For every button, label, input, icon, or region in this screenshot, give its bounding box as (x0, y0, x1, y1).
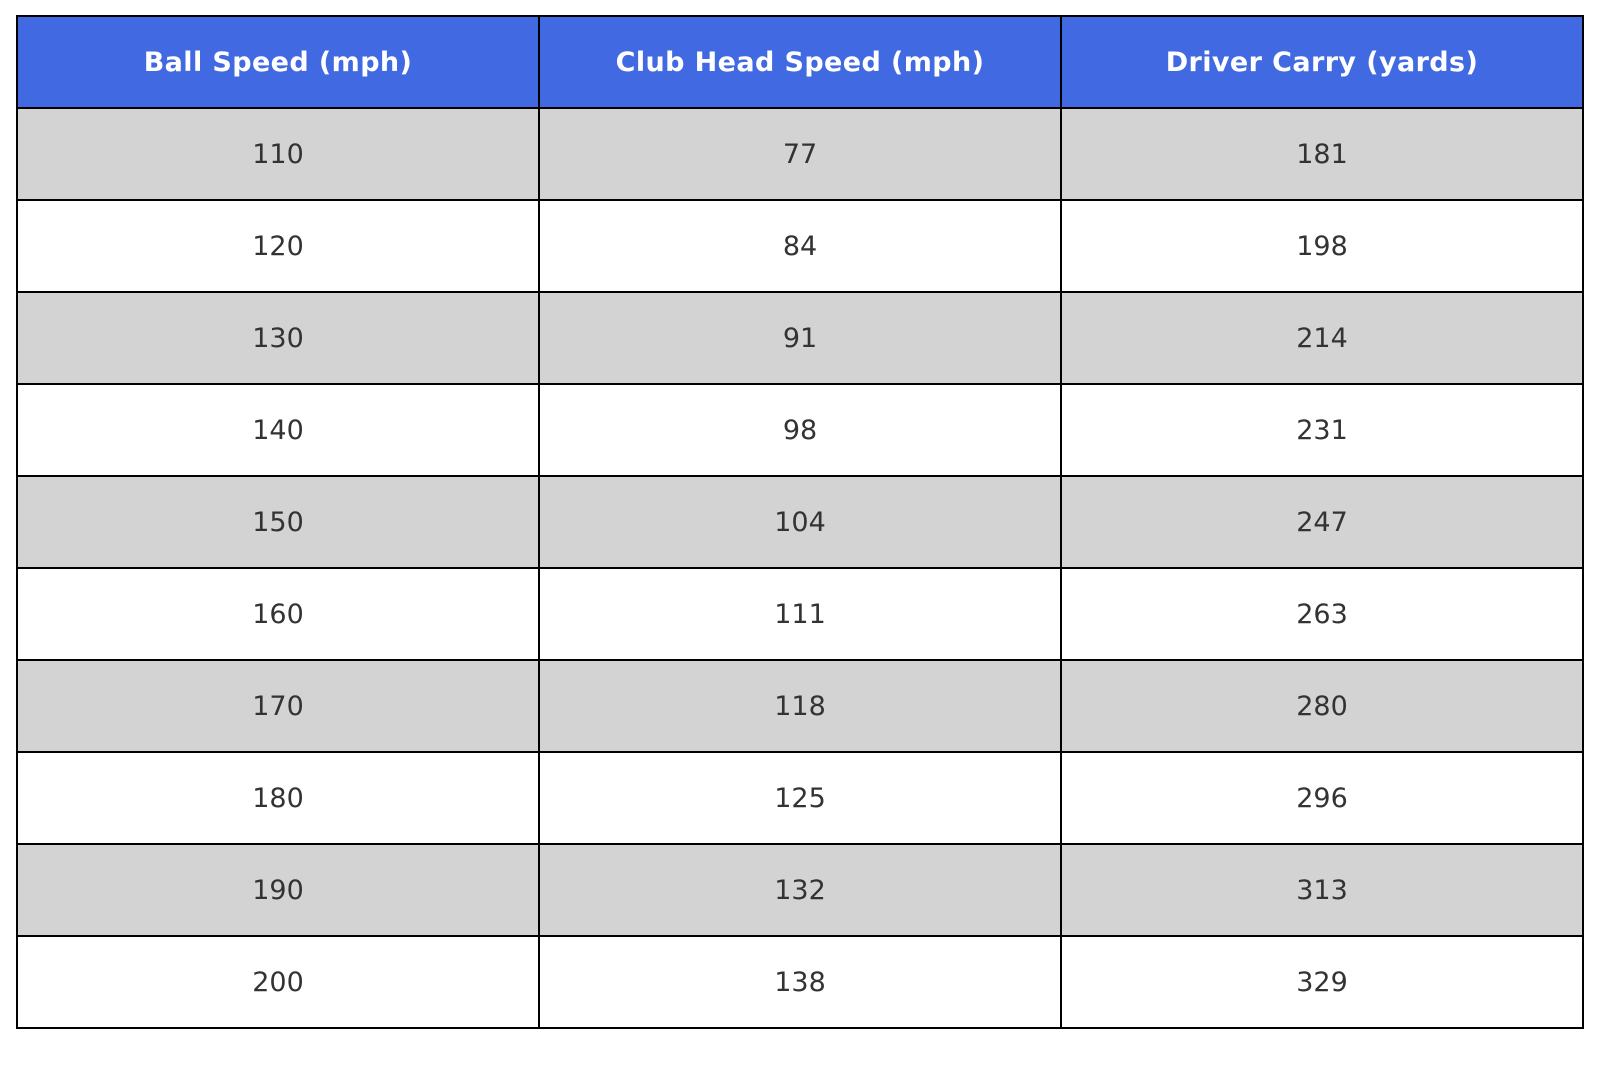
table-row: 150 104 247 (16, 475, 1584, 569)
table-cell: 214 (1060, 291, 1584, 385)
table-cell: 140 (16, 383, 540, 477)
table-cell: 263 (1060, 567, 1584, 661)
table-row: 170 118 280 (16, 659, 1584, 753)
table-body: 110 77 181 120 84 198 130 91 214 140 98 231 150 104 24… (16, 107, 1584, 1029)
data-table-container: Ball Speed (mph) Club Head Speed (mph) Dri… (16, 15, 1584, 1029)
table-cell: 84 (538, 199, 1062, 293)
data-table: Ball Speed (mph) Club Head Speed (mph) Dri… (16, 15, 1584, 1029)
table-cell: 98 (538, 383, 1062, 477)
table-cell: 170 (16, 659, 540, 753)
table-cell: 160 (16, 567, 540, 661)
table-cell: 190 (16, 843, 540, 937)
table-cell: 91 (538, 291, 1062, 385)
table-cell: 111 (538, 567, 1062, 661)
table-row: 110 77 181 (16, 107, 1584, 201)
table-cell: 150 (16, 475, 540, 569)
table-cell: 120 (16, 199, 540, 293)
table-cell: 118 (538, 659, 1062, 753)
table-cell: 132 (538, 843, 1062, 937)
column-header: Driver Carry (yards) (1060, 15, 1584, 109)
table-cell: 125 (538, 751, 1062, 845)
table-cell: 200 (16, 935, 540, 1029)
table-cell: 198 (1060, 199, 1584, 293)
table-cell: 77 (538, 107, 1062, 201)
table-row: 160 111 263 (16, 567, 1584, 661)
table-cell: 138 (538, 935, 1062, 1029)
header-row: Ball Speed (mph) Club Head Speed (mph) Dri… (16, 15, 1584, 109)
table-cell: 130 (16, 291, 540, 385)
table-row: 180 125 296 (16, 751, 1584, 845)
table-row: 200 138 329 (16, 935, 1584, 1029)
table-cell: 231 (1060, 383, 1584, 477)
table-cell: 180 (16, 751, 540, 845)
table-cell: 181 (1060, 107, 1584, 201)
column-header: Club Head Speed (mph) (538, 15, 1062, 109)
table-cell: 110 (16, 107, 540, 201)
table-cell: 104 (538, 475, 1062, 569)
table-row: 190 132 313 (16, 843, 1584, 937)
table-cell: 247 (1060, 475, 1584, 569)
table-cell: 296 (1060, 751, 1584, 845)
table-row: 140 98 231 (16, 383, 1584, 477)
table-cell: 280 (1060, 659, 1584, 753)
column-header: Ball Speed (mph) (16, 15, 540, 109)
table-cell: 329 (1060, 935, 1584, 1029)
table-row: 130 91 214 (16, 291, 1584, 385)
table-header: Ball Speed (mph) Club Head Speed (mph) Dri… (16, 15, 1584, 109)
table-row: 120 84 198 (16, 199, 1584, 293)
table-cell: 313 (1060, 843, 1584, 937)
